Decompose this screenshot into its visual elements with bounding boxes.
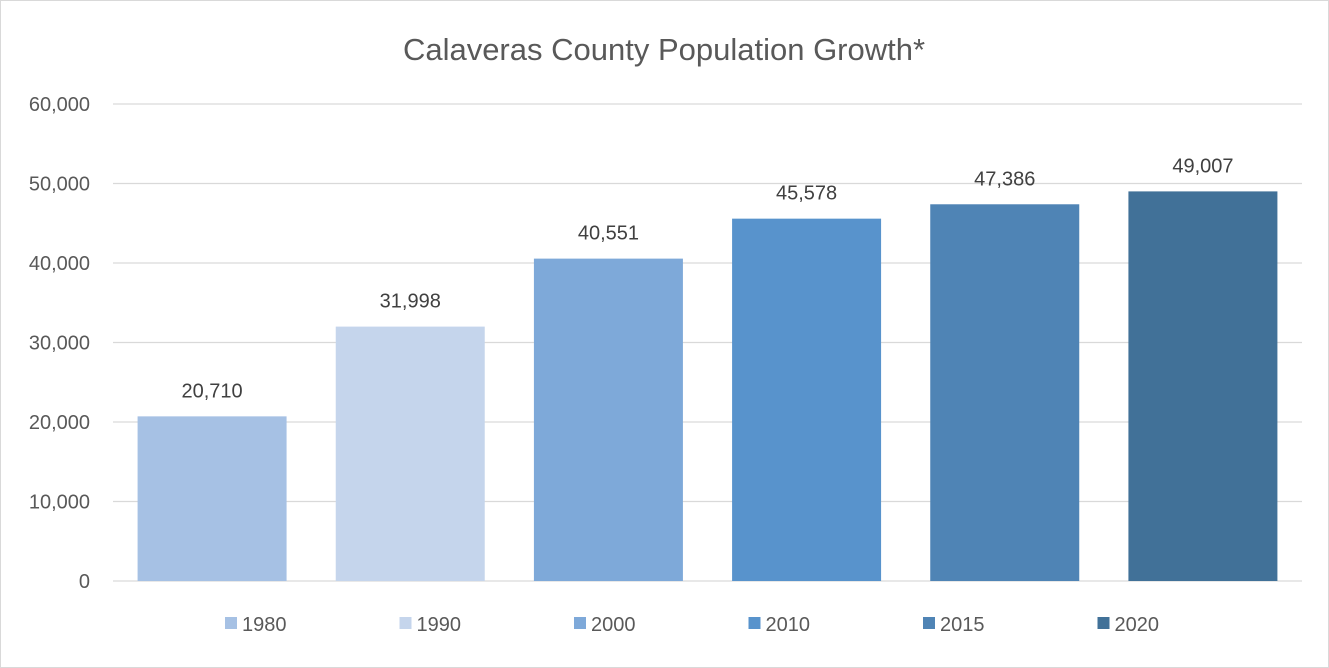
y-tick-label: 20,000 [29,412,90,434]
bar-2020 [1128,191,1277,581]
data-label-1990: 31,998 [380,291,441,313]
y-tick-label: 50,000 [29,174,90,196]
y-tick-label: 30,000 [29,333,90,355]
legend-swatch-2015 [923,617,935,629]
gridlines [113,104,1302,581]
legend-swatch-1980 [225,617,237,629]
data-label-2015: 47,386 [974,168,1035,190]
y-tick-label: 10,000 [29,492,90,514]
legend-label-1990: 1990 [417,614,462,636]
legend-label-2020: 2020 [1115,614,1160,636]
y-tick-label: 0 [79,571,90,593]
bar-2015 [930,204,1079,581]
data-label-1980: 20,710 [181,380,242,402]
legend-label-2015: 2015 [940,614,985,636]
chart-title: Calaveras County Population Growth* [403,32,925,67]
data-label-2010: 45,578 [776,183,837,205]
y-tick-label: 40,000 [29,253,90,275]
legend-swatch-2000 [574,617,586,629]
legend: 1980 1990 2000 2010 2015 2020 [225,614,1159,636]
legend-label-1980: 1980 [242,614,287,636]
legend-label-2010: 2010 [766,614,811,636]
data-label-2020: 49,007 [1172,155,1233,177]
legend-label-2000: 2000 [591,614,636,636]
legend-swatch-2010 [749,617,761,629]
y-tick-label: 60,000 [29,94,90,116]
data-label-2000: 40,551 [578,223,639,245]
bar-1980 [138,416,287,581]
legend-swatch-1990 [400,617,412,629]
bars [138,191,1278,581]
legend-swatch-2020 [1098,617,1110,629]
bar-2010 [732,219,881,581]
y-axis: 0 10,000 20,000 30,000 40,000 50,000 60,000 [29,94,90,593]
bar-1990 [336,327,485,581]
bar-2000 [534,259,683,581]
